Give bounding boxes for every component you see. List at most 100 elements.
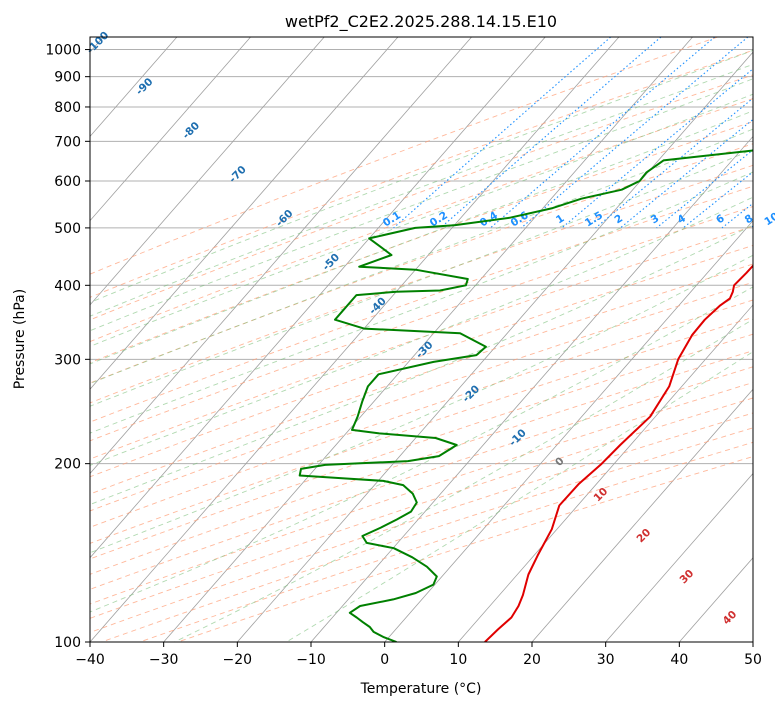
- dry-adiabat: [139, 441, 753, 642]
- isoline-labels: 0.10.20.40.611.52346810131620253036-100-…: [84, 29, 775, 627]
- isotherm-line: [90, 37, 620, 642]
- dry-adiabat: [90, 185, 753, 423]
- isotherm-line: [90, 37, 399, 390]
- isotherm-label: -100: [84, 29, 111, 56]
- moist-adiabat: [90, 171, 753, 434]
- dry-adiabat: [90, 164, 753, 404]
- isotherm-label: -10: [507, 427, 529, 449]
- sounding-profiles: [298, 149, 753, 642]
- pressure-grid: [90, 49, 753, 642]
- mixing-ratio-label: 1: [554, 212, 567, 226]
- dry-adiabat: [90, 244, 753, 478]
- plot-frame: [89, 36, 754, 643]
- x-tick-label: −30: [149, 652, 179, 668]
- dry-adiabat: [90, 412, 753, 633]
- moist-adiabat: [90, 49, 753, 304]
- mixing-ratio-line: [682, 171, 753, 229]
- y-tick-label: 300: [54, 352, 81, 368]
- mixing-ratio-label: 2: [613, 212, 626, 226]
- y-tick-label: 100: [54, 635, 81, 651]
- dry-adiabat: [90, 299, 753, 528]
- isotherm-label: -30: [414, 339, 436, 361]
- x-tick-label: 40: [670, 652, 688, 668]
- moist-adiabat: [90, 110, 753, 365]
- isotherm-label: 0: [553, 455, 567, 469]
- isotherm-line: [384, 220, 753, 642]
- x-axis-label: Temperature (°C): [360, 681, 482, 697]
- dry-adiabat: [90, 382, 753, 605]
- x-axis: −40 −30 −20 −10 0 10 20 30 40 50: [75, 642, 762, 668]
- x-tick-label: 50: [744, 652, 762, 668]
- isotherm-line: [752, 641, 753, 642]
- mixing-ratio-label: 6: [714, 212, 727, 226]
- dry-adiabat: [90, 333, 753, 560]
- moist-adiabat: [90, 224, 753, 506]
- isotherm-label: 20: [634, 526, 653, 545]
- y-tick-label: 1000: [45, 43, 81, 59]
- dry-adiabat: [90, 74, 753, 321]
- isotherm-label: 10: [591, 485, 610, 504]
- x-tick-label: −20: [223, 652, 253, 668]
- mixing-ratio-line: [490, 37, 716, 229]
- mixing-ratio-lines: [393, 37, 753, 229]
- isotherm-line: [679, 557, 753, 642]
- moist-adiabats: [90, 49, 753, 642]
- isotherm-label: -50: [320, 251, 342, 273]
- isotherm-line: [605, 472, 753, 642]
- y-tick-label: 900: [54, 70, 81, 86]
- isotherm-line: [531, 388, 753, 642]
- isotherm-label: -20: [460, 383, 482, 405]
- moist-adiabat: [174, 318, 753, 642]
- mixing-ratio-label: 3: [649, 212, 662, 226]
- isotherm-label: -80: [180, 120, 202, 142]
- isotherm-label: -60: [274, 207, 296, 229]
- mixing-ratio-label: 1.5: [583, 209, 605, 229]
- isotherm-line: [90, 37, 546, 559]
- moist-adiabat: [90, 128, 753, 385]
- mixing-ratio-label: 10: [762, 210, 775, 228]
- x-tick-label: −10: [296, 652, 326, 668]
- dry-adiabat: [90, 49, 753, 298]
- skewed-isotherms: [90, 37, 753, 642]
- y-axis-label: Pressure (hPa): [12, 289, 28, 389]
- isotherm-line: [163, 37, 693, 642]
- moist-adiabat: [90, 286, 753, 613]
- y-tick-label: 800: [54, 100, 81, 116]
- isotherm-line: [90, 37, 472, 475]
- mixing-ratio-line: [656, 149, 753, 229]
- temperature-profile: [484, 264, 753, 642]
- x-tick-label: 10: [449, 652, 467, 668]
- dewpoint-profile: [298, 149, 753, 642]
- y-tick-label: 500: [54, 221, 81, 237]
- isotherm-line: [90, 37, 251, 222]
- isotherm-label: -70: [227, 164, 249, 186]
- x-tick-label: 0: [380, 652, 389, 668]
- moist-adiabat: [90, 93, 753, 347]
- mixing-ratio-line: [520, 37, 749, 229]
- mixing-ratio-line: [750, 225, 753, 229]
- dry-adiabat: [90, 281, 753, 512]
- y-tick-label: 200: [54, 457, 81, 473]
- x-tick-label: 20: [523, 652, 541, 668]
- isotherm-label: 30: [677, 567, 696, 586]
- moist-adiabat: [286, 351, 753, 642]
- y-axis: 100 200 300 400 500 600 700 800 900 1000: [45, 43, 90, 651]
- x-tick-label: −40: [75, 652, 105, 668]
- isotherm-label: 40: [720, 608, 739, 627]
- y-tick-label: 400: [54, 278, 81, 294]
- dry-adiabats: [90, 37, 753, 642]
- moist-adiabat: [90, 196, 753, 466]
- y-tick-label: 600: [54, 174, 81, 190]
- x-tick-label: 30: [597, 652, 615, 668]
- isotherm-line: [90, 37, 325, 306]
- y-tick-label: 700: [54, 134, 81, 150]
- mixing-ratio-line: [595, 97, 753, 229]
- chart-title: wetPf2_C2E2.2025.288.14.15.E10: [285, 12, 557, 32]
- isotherm-label: -90: [134, 76, 156, 98]
- moist-adiabat: [90, 148, 753, 407]
- mixing-ratio-label: 4: [675, 212, 688, 226]
- dry-adiabat: [90, 37, 718, 275]
- isotherm-line: [237, 51, 753, 642]
- moist-adiabat: [90, 78, 753, 332]
